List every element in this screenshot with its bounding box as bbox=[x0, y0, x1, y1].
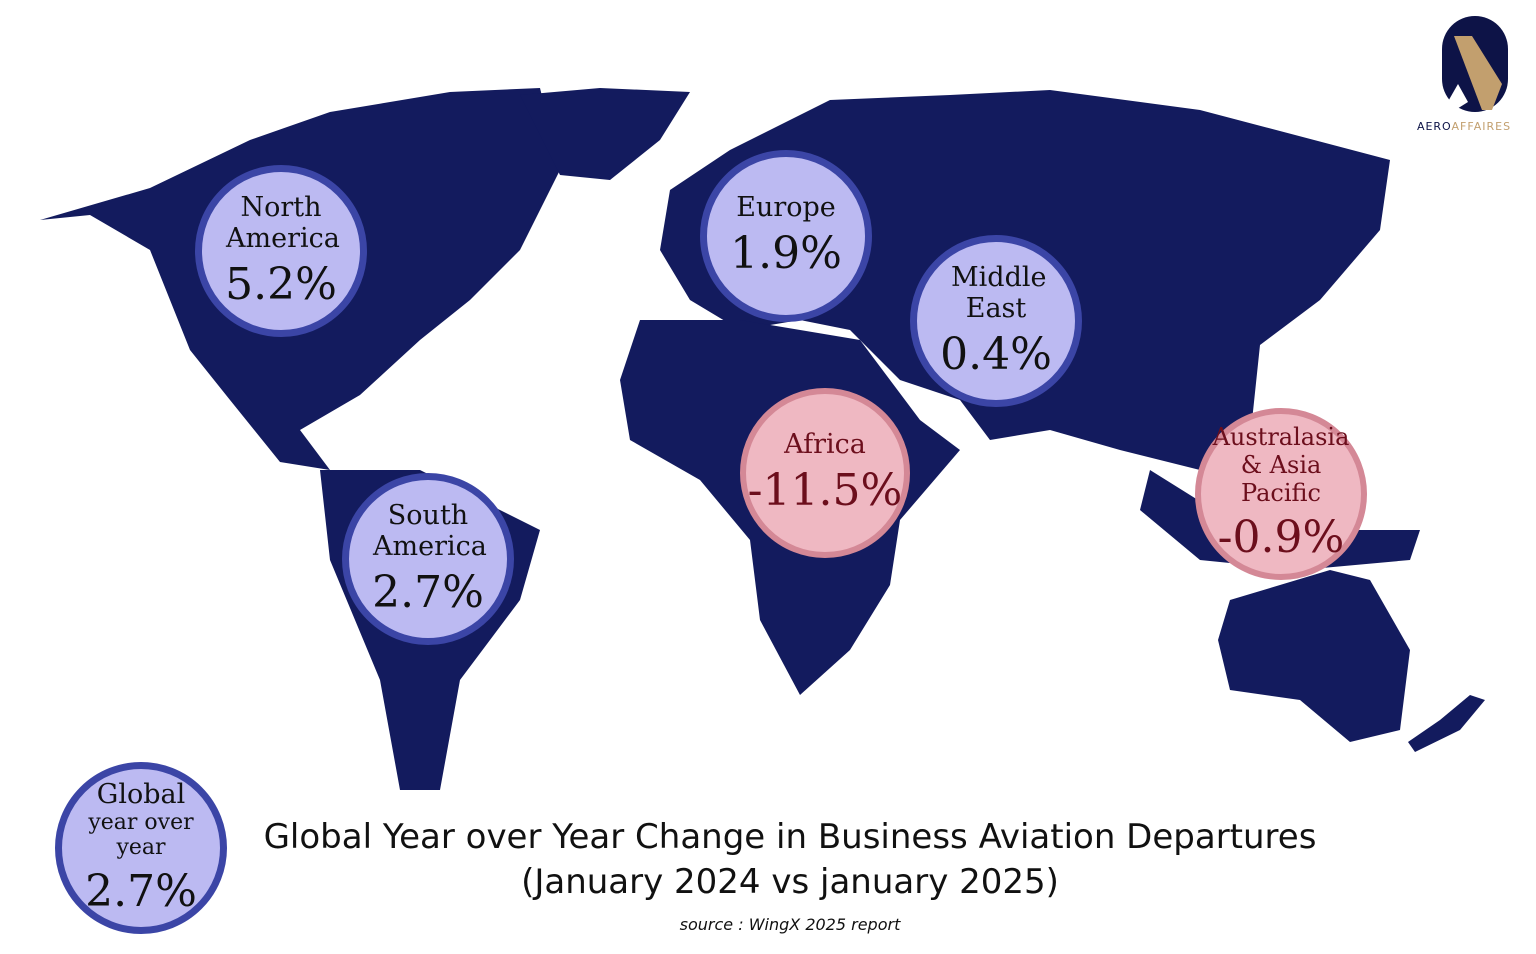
africa-bubble: Africa -11.5% bbox=[740, 388, 910, 558]
north-america-bubble: North America 5.2% bbox=[195, 165, 367, 337]
region-value: 2.7% bbox=[372, 566, 484, 618]
region-label: Europe bbox=[736, 192, 836, 224]
south-america-bubble: South America 2.7% bbox=[342, 473, 514, 645]
region-value: -11.5% bbox=[747, 465, 903, 517]
logo-mark-icon bbox=[1442, 16, 1508, 112]
global-label: Global bbox=[96, 778, 186, 810]
title-line-1: Global Year over Year Change in Business… bbox=[263, 817, 1317, 857]
source-note: source : WingX 2025 report bbox=[679, 915, 901, 934]
aeroaffaires-logo: AEROAFFAIRES bbox=[1404, 14, 1524, 133]
title-line-2: (January 2024 vs january 2025) bbox=[521, 862, 1059, 902]
middle-east-bubble: Middle East 0.4% bbox=[910, 235, 1082, 407]
region-value: -0.9% bbox=[1217, 512, 1345, 564]
europe-bubble: Europe 1.9% bbox=[700, 150, 872, 322]
australasia-bubble: Australasia & Asia Pacific -0.9% bbox=[1195, 408, 1367, 580]
greenland-shape bbox=[520, 88, 690, 180]
global-sublabel: year over year bbox=[88, 809, 194, 861]
region-label: Australasia & Asia Pacific bbox=[1212, 423, 1350, 507]
logo-text-aero: AERO bbox=[1416, 120, 1452, 133]
global-bubble: Global year over year 2.7% bbox=[55, 762, 227, 934]
region-label: North America bbox=[226, 191, 340, 254]
region-label: Middle East bbox=[951, 261, 1047, 324]
new-zealand-shape bbox=[1408, 695, 1485, 752]
global-value: 2.7% bbox=[85, 865, 197, 917]
region-value: 0.4% bbox=[940, 328, 1052, 380]
logo-text-affaires: AFFAIRES bbox=[1451, 120, 1512, 133]
region-label: South America bbox=[373, 499, 487, 562]
region-label: Africa bbox=[784, 429, 866, 461]
region-value: 5.2% bbox=[225, 258, 337, 310]
region-value: 1.9% bbox=[730, 228, 842, 280]
australia-shape bbox=[1218, 570, 1410, 742]
